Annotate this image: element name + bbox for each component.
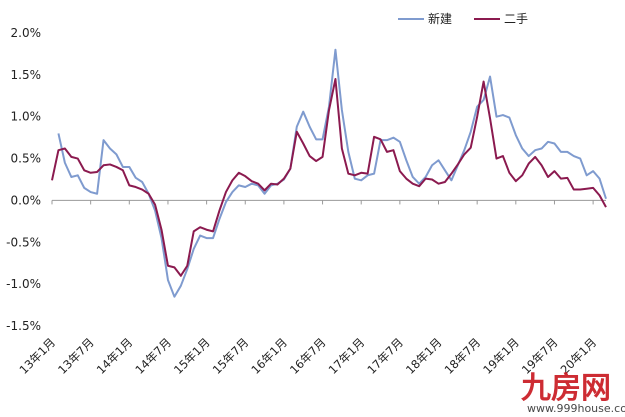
watermark-url: www.999house.com [527,402,625,415]
y-tick-label: -0.5% [6,235,41,249]
x-tick-label: 14年7月 [132,335,174,377]
x-tick-label: 19年1月 [480,335,522,377]
x-tick-label: 13年7月 [55,335,97,377]
x-tick-label: 17年7月 [364,335,406,377]
y-tick-label: 0.5% [11,152,42,166]
y-axis: -1.5% -1.0% -0.5% 0.0% 0.5% 1.0% 1.5% 2.0% [6,26,41,333]
y-tick-label: 1.0% [11,110,42,124]
legend-label-ershou: 二手 [504,12,528,26]
legend-label-xinjian: 新建 [428,11,452,26]
y-tick-label: -1.0% [6,277,41,291]
y-tick-label: -1.5% [6,319,41,333]
watermark-brand: 九房网 [521,371,611,406]
legend: 新建 二手 [398,11,528,26]
x-tick-label: 17年1月 [326,335,368,377]
x-tick-label: 18年7月 [442,335,484,377]
x-axis: 13年1月13年7月14年1月14年7月15年1月15年7月16年1月16年7月… [16,199,606,377]
watermark-logo: 九房网 www.999house.com [521,371,625,415]
x-tick-label: 13年1月 [16,335,58,377]
x-tick-label: 16年1月 [248,335,290,377]
x-tick-label: 15年7月 [210,335,252,377]
x-tick-label: 15年1月 [171,335,213,377]
y-tick-label: 1.5% [11,68,42,82]
series-layer [51,48,607,298]
y-tick-label: 0.0% [11,193,42,207]
x-tick-label: 18年1月 [403,335,445,377]
y-tick-label: 2.0% [11,26,42,40]
x-tick-label: 16年7月 [287,335,329,377]
x-tick-label: 14年1月 [94,335,136,377]
series-line-ershou [51,78,607,277]
